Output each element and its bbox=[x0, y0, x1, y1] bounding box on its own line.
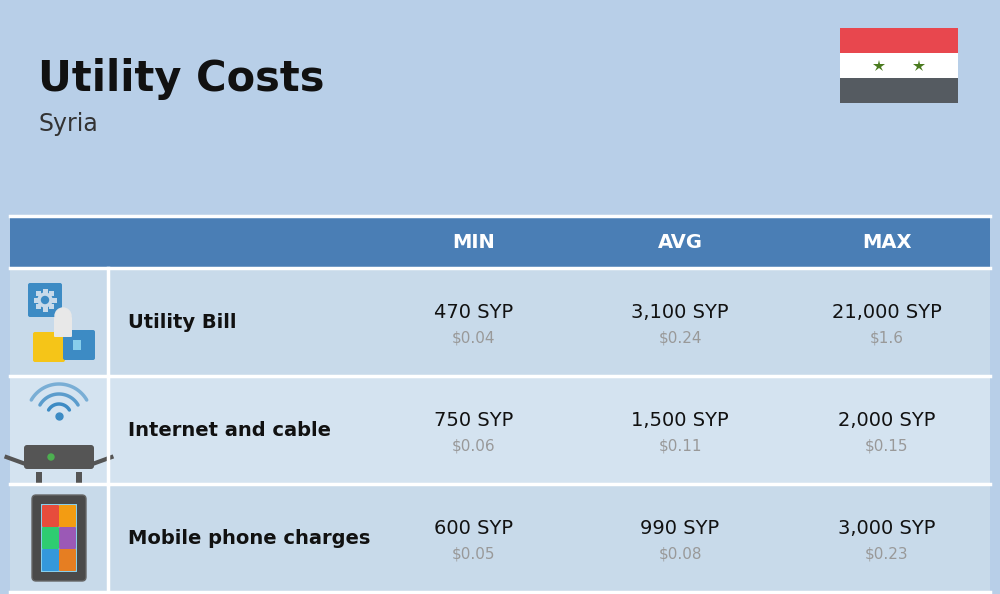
Text: 470 SYP: 470 SYP bbox=[434, 302, 513, 321]
FancyBboxPatch shape bbox=[76, 472, 82, 484]
FancyBboxPatch shape bbox=[42, 505, 59, 527]
FancyBboxPatch shape bbox=[579, 216, 783, 268]
FancyBboxPatch shape bbox=[38, 344, 42, 352]
FancyBboxPatch shape bbox=[24, 445, 94, 469]
FancyBboxPatch shape bbox=[840, 28, 958, 53]
FancyBboxPatch shape bbox=[59, 505, 76, 527]
FancyBboxPatch shape bbox=[840, 53, 958, 78]
Text: 2,000 SYP: 2,000 SYP bbox=[838, 410, 935, 429]
FancyBboxPatch shape bbox=[33, 332, 65, 362]
FancyBboxPatch shape bbox=[42, 527, 59, 549]
Text: $0.23: $0.23 bbox=[865, 546, 908, 561]
FancyBboxPatch shape bbox=[785, 216, 990, 268]
Text: Syria: Syria bbox=[38, 112, 98, 136]
Text: 3,000 SYP: 3,000 SYP bbox=[838, 519, 935, 538]
Text: 750 SYP: 750 SYP bbox=[434, 410, 513, 429]
FancyBboxPatch shape bbox=[52, 298, 56, 302]
FancyBboxPatch shape bbox=[73, 340, 81, 350]
FancyBboxPatch shape bbox=[34, 298, 38, 302]
FancyBboxPatch shape bbox=[42, 289, 48, 293]
Circle shape bbox=[55, 308, 71, 324]
Text: $0.11: $0.11 bbox=[658, 438, 702, 453]
FancyBboxPatch shape bbox=[63, 330, 95, 360]
FancyBboxPatch shape bbox=[36, 304, 41, 309]
Circle shape bbox=[42, 296, 48, 304]
Text: $0.08: $0.08 bbox=[658, 546, 702, 561]
Text: Utility Bill: Utility Bill bbox=[128, 312, 237, 331]
Text: 3,100 SYP: 3,100 SYP bbox=[631, 302, 729, 321]
FancyBboxPatch shape bbox=[50, 344, 54, 352]
Text: MAX: MAX bbox=[862, 232, 911, 251]
FancyBboxPatch shape bbox=[10, 268, 990, 376]
FancyBboxPatch shape bbox=[32, 495, 86, 581]
FancyBboxPatch shape bbox=[49, 304, 54, 309]
FancyBboxPatch shape bbox=[36, 291, 41, 296]
Text: 990 SYP: 990 SYP bbox=[640, 519, 720, 538]
FancyBboxPatch shape bbox=[10, 216, 990, 268]
FancyBboxPatch shape bbox=[59, 527, 76, 549]
Text: AVG: AVG bbox=[658, 232, 702, 251]
Text: $0.06: $0.06 bbox=[452, 438, 495, 453]
Text: $1.6: $1.6 bbox=[870, 330, 904, 346]
Text: 21,000 SYP: 21,000 SYP bbox=[832, 302, 942, 321]
FancyBboxPatch shape bbox=[840, 78, 958, 103]
Text: $0.15: $0.15 bbox=[865, 438, 908, 453]
FancyBboxPatch shape bbox=[28, 283, 62, 317]
FancyBboxPatch shape bbox=[36, 472, 42, 484]
Text: 1,500 SYP: 1,500 SYP bbox=[631, 410, 729, 429]
Circle shape bbox=[48, 454, 54, 460]
Text: MIN: MIN bbox=[452, 232, 495, 251]
Text: Utility Costs: Utility Costs bbox=[38, 58, 324, 100]
FancyBboxPatch shape bbox=[372, 216, 577, 268]
Text: $0.04: $0.04 bbox=[452, 330, 495, 346]
Text: Internet and cable: Internet and cable bbox=[128, 421, 331, 440]
FancyBboxPatch shape bbox=[10, 484, 990, 592]
FancyBboxPatch shape bbox=[42, 549, 59, 571]
Circle shape bbox=[38, 293, 52, 307]
FancyBboxPatch shape bbox=[54, 317, 72, 337]
Text: $0.24: $0.24 bbox=[658, 330, 702, 346]
FancyBboxPatch shape bbox=[42, 307, 48, 311]
FancyBboxPatch shape bbox=[59, 549, 76, 571]
FancyBboxPatch shape bbox=[10, 376, 990, 484]
Text: $0.05: $0.05 bbox=[452, 546, 495, 561]
FancyBboxPatch shape bbox=[49, 291, 54, 296]
Text: 600 SYP: 600 SYP bbox=[434, 519, 513, 538]
Text: Mobile phone charges: Mobile phone charges bbox=[128, 529, 370, 548]
FancyBboxPatch shape bbox=[41, 504, 77, 572]
